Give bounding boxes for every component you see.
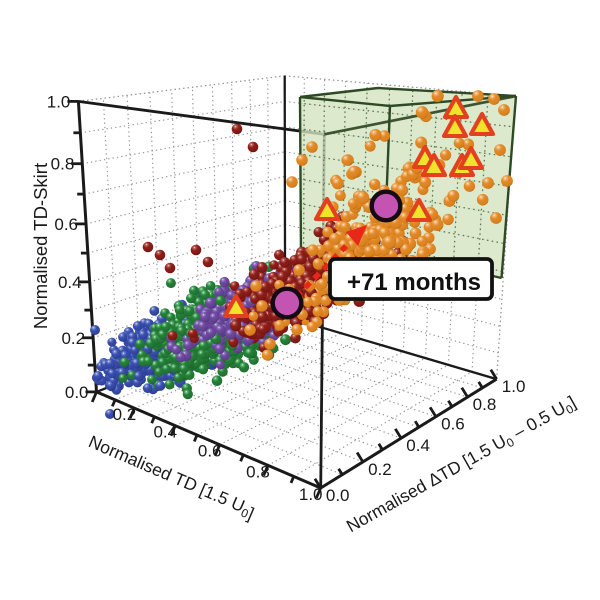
- svg-text:1.0: 1.0: [299, 485, 323, 504]
- svg-text:0.2: 0.2: [368, 460, 392, 479]
- svg-text:Normalised TD-Skirt: Normalised TD-Skirt: [30, 163, 51, 329]
- svg-text:0.4: 0.4: [406, 436, 430, 455]
- svg-text:1.0: 1.0: [47, 92, 71, 111]
- svg-text:0.8: 0.8: [246, 462, 270, 481]
- svg-text:0.6: 0.6: [54, 215, 78, 234]
- svg-text:0.2: 0.2: [61, 329, 85, 348]
- svg-text:0.4: 0.4: [153, 423, 177, 442]
- svg-text:0.8: 0.8: [473, 395, 497, 414]
- svg-text:0.6: 0.6: [441, 415, 465, 434]
- svg-text:0.6: 0.6: [198, 442, 222, 461]
- svg-text:Normalised TD [1.5 U0]: Normalised TD [1.5 U0]: [84, 431, 258, 524]
- svg-text:0.0: 0.0: [65, 383, 89, 402]
- svg-text:1.0: 1.0: [502, 377, 526, 396]
- svg-text:0.2: 0.2: [113, 405, 137, 424]
- svg-text:+71 months: +71 months: [347, 269, 481, 296]
- svg-text:0.4: 0.4: [58, 273, 82, 292]
- svg-text:0.8: 0.8: [51, 155, 75, 174]
- svg-text:0.0: 0.0: [326, 486, 350, 505]
